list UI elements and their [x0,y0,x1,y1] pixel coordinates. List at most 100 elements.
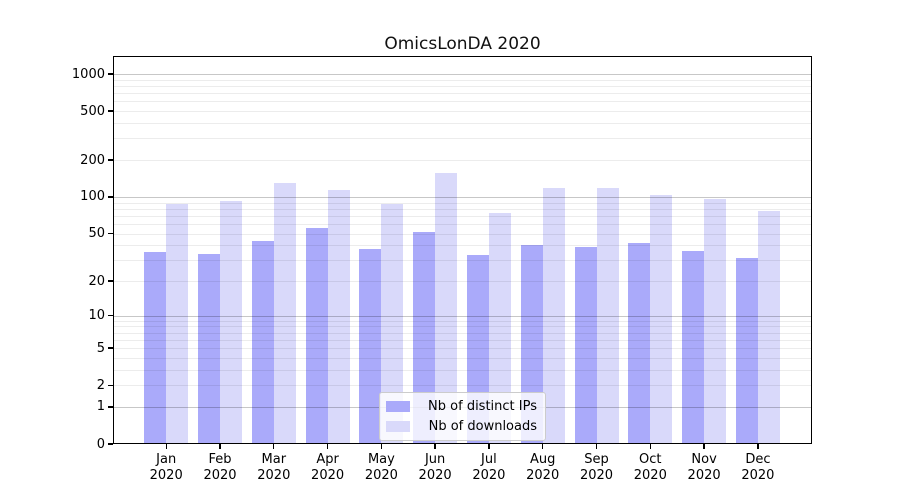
x-tick-year-oct: 2020 [633,467,667,483]
gridline-300 [113,138,812,140]
y-tick-10 [108,314,113,317]
bar-downloads-dec [757,210,780,444]
bar-downloads-nov [704,199,727,444]
x-tick-jul [488,444,490,449]
x-tick-year-apr: 2020 [311,467,345,483]
x-tick-dec [757,444,759,449]
legend-entry-distinct-ips: Nb of distinct IPs [386,399,537,414]
y-tick-50 [108,232,113,235]
gridline-800 [113,86,812,87]
bar-downloads-mar [273,183,296,444]
x-tick-label-jan: Jan 2020 [149,452,183,483]
bar-downloads-oct [650,195,673,444]
x-tick-label-apr: Apr 2020 [311,452,345,483]
y-tick-100 [108,196,113,198]
bar-downloads-apr [327,189,350,444]
bar-distinct-ips-apr [305,227,328,444]
x-tick-year-nov: 2020 [687,467,721,483]
x-tick-year-feb: 2020 [203,467,237,483]
bar-downloads-jan [166,204,189,444]
x-tick-nov [703,444,705,449]
x-tick-oct [649,444,651,449]
x-tick-label-jun: Jun 2020 [418,452,452,483]
bar-downloads-feb [219,200,242,444]
x-tick-label-oct: Oct 2020 [633,452,667,483]
x-tick-may [380,444,383,449]
y-tick-500 [108,110,113,112]
x-tick-year-sep: 2020 [579,467,614,483]
x-tick-label-aug: Aug 2020 [526,452,560,483]
legend-entry-downloads: Nb of downloads [386,419,537,434]
y-tick-5 [108,347,113,349]
x-tick-label-feb: Feb 2020 [203,452,237,483]
y-tick-0 [108,443,113,445]
x-tick-label-mar: Mar 2020 [257,452,291,483]
x-tick-feb [219,444,221,449]
legend: Nb of distinct IPs Nb of downloads [379,392,546,441]
x-tick-label-sep: Sep 2020 [579,452,614,483]
x-tick-year-may: 2020 [364,467,398,483]
bar-downloads-may [381,203,404,444]
x-tick-apr [326,444,329,449]
chart-title: OmicsLonDA 2020 [384,34,541,54]
y-tick-label-200: 200 [80,152,105,168]
bar-distinct-ips-jan [144,252,167,444]
bar-downloads-jul [488,212,511,444]
legend-swatch-downloads [386,421,410,432]
bar-distinct-ips-nov [682,250,705,444]
x-tick-year-jan: 2020 [149,467,183,483]
legend-swatch-distinct-ips [386,401,410,412]
y-tick-label-50: 50 [88,226,105,241]
y-tick-label-5: 5 [96,340,105,356]
y-tick-label-1: 1 [96,399,105,415]
x-tick-label-dec: Dec 2020 [741,452,775,483]
gridline-100 [113,196,812,198]
bar-distinct-ips-may [359,249,382,444]
plot-area: Nb of distinct IPs Nb of downloads [113,56,812,444]
bar-distinct-ips-dec [735,258,758,444]
legend-label-distinct-ips: Nb of distinct IPs [428,399,537,414]
x-tick-jun [434,444,436,449]
gridline-1000 [113,74,812,75]
bar-distinct-ips-jun [413,232,436,444]
bar-distinct-ips-feb [197,253,220,444]
x-tick-label-may: May 2020 [364,452,398,483]
bar-distinct-ips-mar [251,241,274,444]
x-tick-aug [542,444,544,449]
x-tick-mar [273,444,275,449]
bar-downloads-aug [542,188,565,444]
bar-downloads-sep [596,188,619,444]
legend-label-downloads: Nb of downloads [428,419,537,434]
y-tick-label-2: 2 [96,377,105,393]
x-tick-jan [165,444,167,449]
y-tick-label-10: 10 [88,308,105,324]
y-tick-label-100: 100 [80,189,105,205]
x-tick-year-dec: 2020 [741,467,775,483]
x-tick-year-jul: 2020 [472,467,506,483]
x-tick-year-aug: 2020 [526,467,560,483]
y-tick-label-1000: 1000 [71,66,105,82]
bar-distinct-ips-sep [574,246,597,444]
y-tick-1000 [108,73,113,75]
gridline-600 [113,101,812,103]
y-tick-label-500: 500 [80,103,105,119]
bar-downloads-jun [435,172,458,444]
y-tick-label-0: 0 [96,436,105,452]
x-tick-sep [595,444,598,449]
y-tick-200 [108,159,113,161]
y-tick-1 [108,406,113,408]
y-tick-2 [108,384,113,386]
gridline-500 [113,111,812,113]
y-tick-20 [108,280,113,282]
gridline-400 [113,123,812,124]
gridline-700 [113,93,812,95]
gridline-900 [113,79,812,81]
x-tick-year-mar: 2020 [257,467,291,483]
x-tick-year-jun: 2020 [418,467,452,483]
bar-distinct-ips-oct [628,242,651,444]
gridline-200 [113,160,812,161]
x-tick-label-nov: Nov 2020 [687,452,721,483]
y-tick-label-20: 20 [88,273,105,289]
x-tick-label-jul: Jul 2020 [472,452,506,483]
